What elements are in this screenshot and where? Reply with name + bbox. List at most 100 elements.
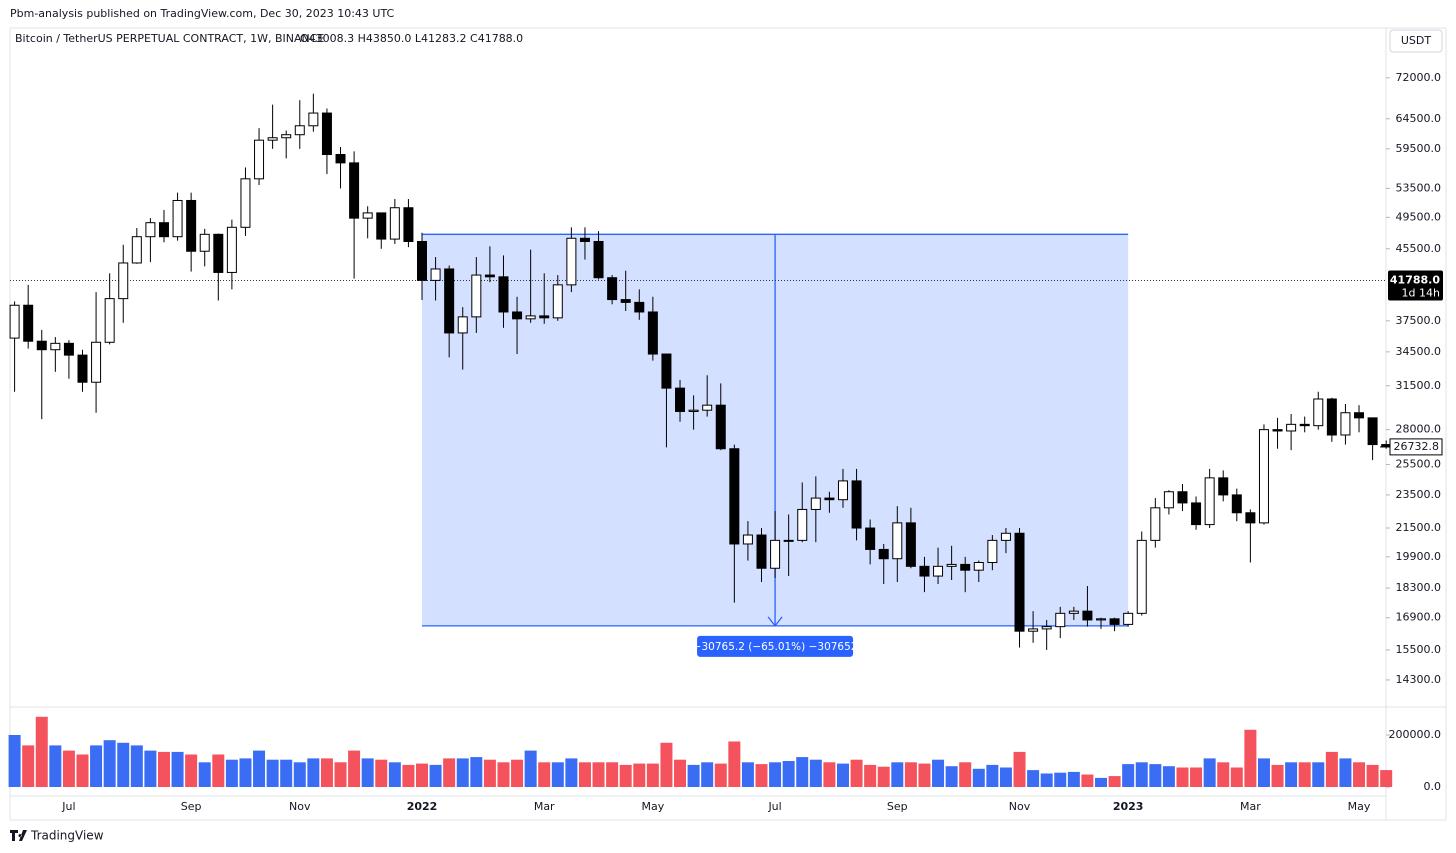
candle-body [471,274,482,318]
candle-body [349,162,360,219]
volume-bar [253,750,266,787]
volume-bar [1054,772,1067,787]
candle-body [63,342,74,356]
volume-bar [1176,767,1189,787]
y-tick-label: 28000.0 [1396,423,1442,436]
volume-bar [8,734,21,787]
volume-bar [280,759,293,787]
volume-bar [836,763,849,787]
candle-body [403,207,414,242]
tradingview-logo [10,830,27,841]
candle-body [118,262,129,300]
candle-body [987,539,998,564]
y-tick-label: 31500.0 [1396,379,1442,392]
volume-bar [62,750,75,787]
volume-bar [1190,767,1203,787]
candle-body [960,563,971,571]
volume-bar [959,762,972,787]
volume-bar [769,762,782,787]
candle-body [756,534,767,569]
volume-bar [117,742,130,787]
candle-body [36,340,47,351]
volume-bar [511,759,524,787]
candle-body [824,497,835,501]
candle-body [1367,417,1378,446]
volume-bar [157,751,170,787]
currency-label[interactable]: USDT [1401,34,1432,47]
price-line-label: 41788.0 [1390,273,1440,286]
candle-body [1218,477,1229,496]
last-price-label: 26732.8 [1394,440,1440,453]
volume-bar [443,758,456,787]
candle-body [1096,618,1106,621]
volume-bar [225,759,238,787]
candle-body [647,311,658,355]
volume-bar [1095,777,1107,787]
volume-bar [999,767,1012,787]
candle-body [172,199,183,238]
volume-bar [1203,758,1216,787]
volume-bar [891,762,904,787]
volume-bar [1312,762,1325,787]
candle-body [1041,626,1052,630]
y-tick-label: 23500.0 [1396,488,1442,501]
candle-body [321,112,332,156]
volume-bar [741,762,754,787]
measure-label-box [697,635,854,657]
candle-body [715,404,726,450]
volume-bar [171,751,184,787]
candle-body [308,112,319,127]
volume-bar [1325,751,1338,787]
volume-bar [1230,767,1243,787]
volume-bar [782,760,795,787]
candle-body [254,139,265,180]
candle-body [1191,502,1202,526]
candle-body [1014,532,1025,632]
chart-frame [9,27,1447,821]
candle-body [1068,610,1079,614]
y-tick-label: 53500.0 [1396,181,1442,194]
volume-bar [646,763,659,787]
candle-body [1299,423,1310,427]
volume-bar [1244,729,1257,787]
candle-body [661,353,672,389]
candle-body [797,508,808,541]
candle-body [91,341,102,383]
x-tick-label: Sep [181,800,202,813]
y-tick-label: 64500.0 [1396,112,1442,125]
volume-bar [1339,758,1352,787]
candle-body [1000,532,1011,541]
volume-bar [1162,766,1175,787]
y-tick-label: 37500.0 [1396,314,1442,327]
volume-bar [714,763,727,787]
volume-bar [375,759,388,787]
candle-body [444,268,455,334]
candle-body [199,233,210,252]
candle-body [1028,628,1039,632]
candle-body [634,301,645,313]
volume-bar [565,758,578,787]
candle-body [240,178,251,228]
y-tick-label: 45500.0 [1396,242,1442,255]
price-line-box [1388,270,1443,301]
symbol-title: Bitcoin / TetherUS PERPETUAL CONTRACT, 1… [15,32,324,45]
currency-box[interactable] [1389,29,1443,53]
volume-tick-label: 0.0 [1424,780,1442,793]
volume-bar [1271,764,1284,787]
volume-bar [524,750,537,787]
candle-body [1245,512,1256,524]
volume-bar [1353,762,1366,787]
candle-body [1258,429,1269,524]
volume-bar [701,762,714,787]
candle-body [593,240,604,279]
candle-body [675,387,686,412]
x-tick-label: Nov [289,800,311,813]
candle-body [376,212,387,240]
volume-bar [144,750,157,787]
candle-body [729,448,740,545]
candle-body [579,237,590,242]
volume-bar [877,766,890,787]
volume-bar [470,757,483,787]
volume-bar [416,763,428,787]
measure-arrowhead [767,616,783,627]
